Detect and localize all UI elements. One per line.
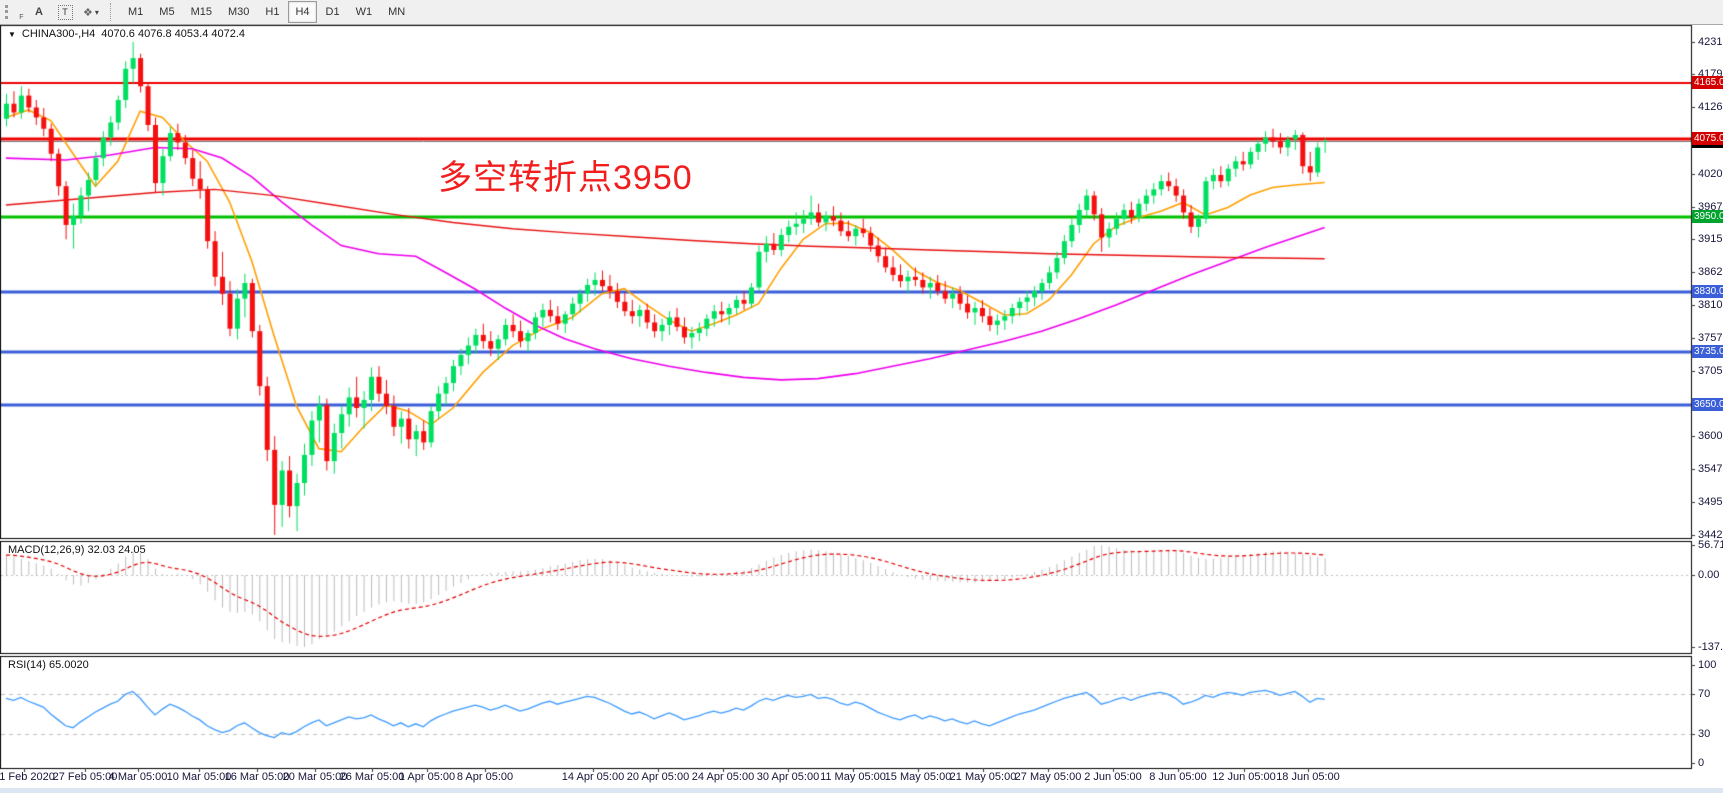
chevron-down-icon[interactable]: ▾ bbox=[94, 7, 99, 17]
main-toolbar: F A T ❖ ▾ M1 M5 M15 M30 H1 H4 D1 W1 MN bbox=[0, 0, 1723, 25]
arrows-tool-icon[interactable]: ❖ ▾ bbox=[83, 6, 99, 19]
bottom-strip bbox=[0, 788, 1723, 793]
timeframe-button-m15[interactable]: M15 bbox=[190, 6, 212, 18]
timeframe-button-mn[interactable]: MN bbox=[388, 6, 406, 18]
timeframe-button-h1[interactable]: H1 bbox=[265, 6, 280, 18]
timeframe-button-h4[interactable]: H4 bbox=[288, 1, 317, 23]
timeframe-bar: M1 M5 M15 M30 H1 H4 D1 W1 MN bbox=[120, 1, 413, 23]
symbol-dropdown-icon[interactable]: ▼ bbox=[8, 29, 16, 39]
timeframe-button-m30[interactable]: M30 bbox=[227, 6, 250, 18]
toolbar-separator bbox=[110, 3, 117, 21]
timeframe-button-m1[interactable]: M1 bbox=[128, 6, 144, 18]
font-a-icon[interactable]: A bbox=[35, 6, 43, 18]
pointer-grid-icon[interactable]: F bbox=[1, 1, 25, 23]
timeframe-button-m5[interactable]: M5 bbox=[159, 6, 175, 18]
timeframe-button-w1[interactable]: W1 bbox=[355, 6, 373, 18]
timeframe-button-d1[interactable]: D1 bbox=[325, 6, 340, 18]
text-label-icon[interactable]: T bbox=[53, 1, 77, 23]
